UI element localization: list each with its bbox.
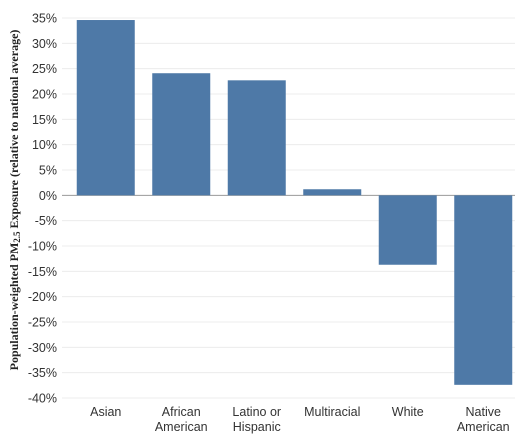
category-label: African American xyxy=(155,405,208,434)
category-label: Asian xyxy=(90,405,121,419)
category-label-line: Multiracial xyxy=(304,405,360,419)
bar xyxy=(454,195,513,385)
bars xyxy=(76,20,513,385)
category-label: White xyxy=(392,405,424,419)
grid-lines xyxy=(62,17,515,399)
category-label-line: African xyxy=(162,405,201,419)
category-label-line: Latino or xyxy=(232,405,281,419)
category-label-line: Hispanic xyxy=(233,420,281,434)
category-label-line: Asian xyxy=(90,405,121,419)
bar xyxy=(152,73,211,196)
y-tick-label: -30% xyxy=(28,341,57,355)
y-axis-title-rest: Exposure (relative to national average) xyxy=(7,30,21,232)
bar xyxy=(76,20,135,196)
category-label: Native American xyxy=(457,405,510,434)
y-tick-label: 25% xyxy=(32,62,57,76)
y-tick-label: -25% xyxy=(28,316,57,330)
y-tick-label: 35% xyxy=(32,12,57,26)
y-tick-label: -20% xyxy=(28,290,57,304)
category-label: Multiracial xyxy=(304,405,360,419)
y-tick-label: 15% xyxy=(32,113,57,127)
y-tick-label: -5% xyxy=(35,214,57,228)
y-tick-label: -10% xyxy=(28,240,57,254)
y-tick-label: -15% xyxy=(28,265,57,279)
bar xyxy=(378,195,437,265)
category-label-line: Native xyxy=(466,405,501,419)
y-axis-title: Population-weighted PM2.5 Exposure (rela… xyxy=(7,30,22,371)
category-label: Latino or Hispanic xyxy=(232,405,281,434)
y-tick-label: 10% xyxy=(32,138,57,152)
y-tick-label: 0% xyxy=(39,189,57,203)
y-tick-label: 30% xyxy=(32,37,57,51)
bar xyxy=(303,189,362,196)
y-axis-title-subscript: 2.5 xyxy=(12,231,22,243)
bar xyxy=(227,80,286,196)
y-tick-label: 20% xyxy=(32,88,57,102)
category-label-line: American xyxy=(155,420,208,434)
category-label-line: American xyxy=(457,420,510,434)
category-label-line: White xyxy=(392,405,424,419)
y-tick-label: -35% xyxy=(28,366,57,380)
y-axis-ticks: 35% 30% 25% 20% 15% 10% 5% 0% -5% -10% -15% -20% -25… xyxy=(28,12,57,406)
y-tick-label: -40% xyxy=(28,392,57,406)
y-axis-title-main: Population-weighted PM xyxy=(7,243,21,371)
y-tick-label: 5% xyxy=(39,164,57,178)
